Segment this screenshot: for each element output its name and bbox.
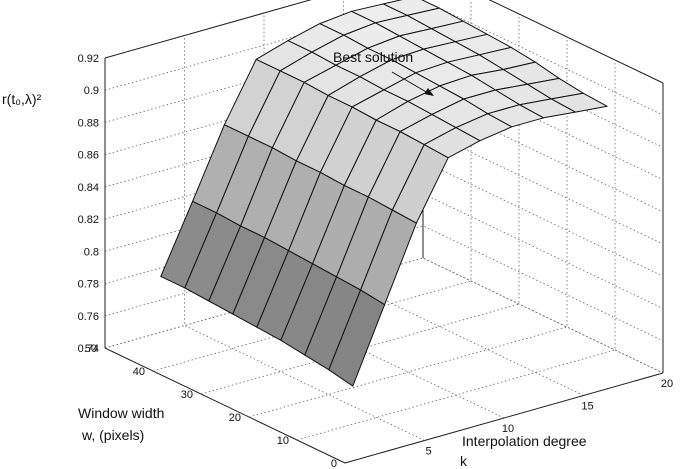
y-axis-label-line1: Window width — [78, 405, 164, 421]
y-tick-label: 40 — [133, 366, 145, 378]
axis-frame-edge — [344, 372, 664, 464]
x-axis-label-line1: Interpolation degree — [462, 433, 587, 449]
y-tick-label: 20 — [229, 412, 241, 424]
best-solution-arrow — [391, 71, 429, 94]
y-tick-label: 0 — [331, 458, 337, 469]
z-tick-label: 0.8 — [84, 246, 99, 258]
axis-frame-edge — [104, 347, 346, 464]
z-tick-label: 0.88 — [78, 117, 99, 129]
surface-patch — [550, 92, 608, 113]
k-gridline — [343, 0, 584, 396]
x-tick-label: 20 — [661, 378, 673, 390]
k-gridline — [184, 35, 425, 441]
axes-grid — [104, 0, 664, 464]
x-tick-label: 15 — [581, 401, 593, 413]
k-gridline — [422, 0, 664, 374]
z-axis-label: r(t₀,λ)² — [2, 91, 42, 107]
tick-labels: 0.74 0.76 0.78 0.8 0.82 0.84 0.86 0.88 0.9 0.92 0 1… — [78, 53, 674, 469]
k-gridline — [263, 13, 505, 419]
z-tick-label: 0.76 — [78, 311, 99, 323]
x-axis-label-line2: k — [460, 453, 468, 469]
x-tick-label: 10 — [502, 423, 514, 435]
x-tick-label: 5 — [425, 446, 431, 458]
axis-frame-edge — [488, 0, 664, 84]
z-tick-label: 0.78 — [78, 279, 99, 291]
y-axis-label-line2: w, (pixels) — [81, 427, 144, 443]
z-tick-label: 0.84 — [78, 182, 99, 194]
z-tick-label: 0.92 — [78, 53, 99, 65]
y-tick-label: 50 — [85, 343, 97, 355]
best-solution-arrowhead — [424, 88, 434, 96]
y-tick-label: 10 — [277, 435, 289, 447]
axis-frame-edge — [104, 0, 312, 59]
z-tick-label: 0.74 — [78, 343, 99, 355]
z-tick-label: 0.9 — [84, 85, 99, 97]
y-tick-label: 30 — [181, 389, 193, 401]
z-tick-label: 0.86 — [78, 150, 99, 162]
z-tick-label: 0.82 — [78, 214, 99, 226]
surface — [160, 0, 608, 387]
best-solution-annotation: Best solution — [333, 49, 413, 65]
